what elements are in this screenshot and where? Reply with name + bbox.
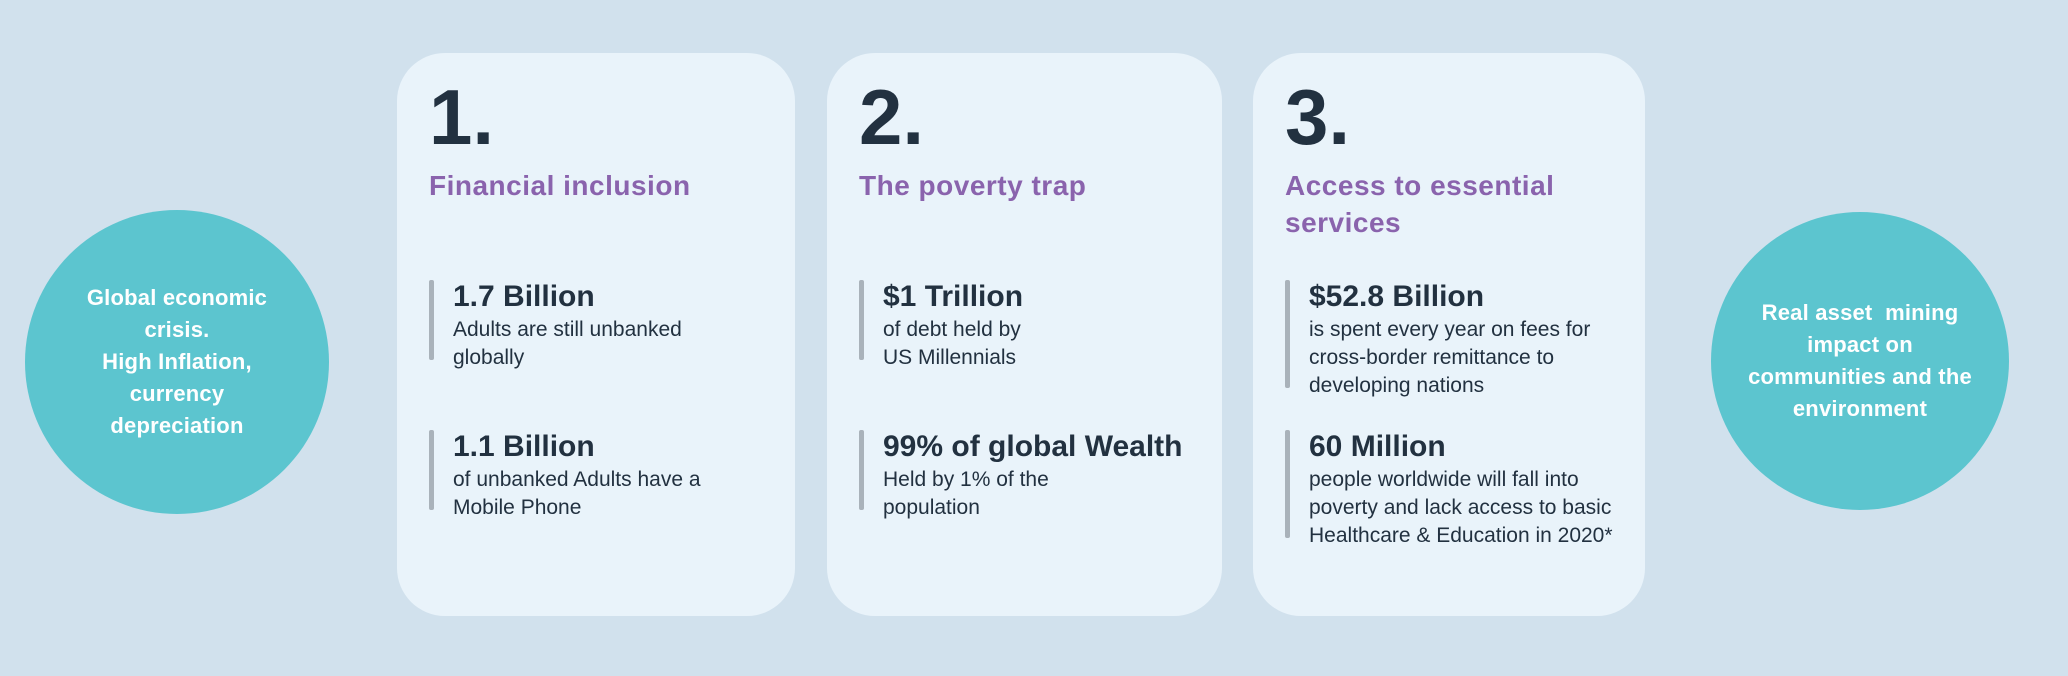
stat-description: is spent every year on fees for cross-bo… (1309, 318, 1591, 397)
stat-value: $52.8 Billion (1309, 280, 1485, 313)
stat-description: of unbanked Adults have a Mobile Phone (453, 468, 701, 519)
stat-description: people worldwide will fall into poverty … (1309, 468, 1613, 547)
stat-item: 99% of global Wealth Held by 1% of the p… (859, 428, 1218, 522)
left-context-circle: Global economic crisis. High Inflation, … (25, 210, 329, 514)
stat-value: 1.1 Billion (453, 430, 595, 463)
stat-accent-bar (859, 280, 864, 360)
card-title: Financial inclusion (429, 170, 691, 201)
left-circle-text: Global economic crisis. High Inflation, … (86, 285, 268, 438)
stat-accent-bar (1285, 430, 1290, 538)
right-circle-text: Real asset mining impact on communities … (1748, 300, 1972, 421)
card-essential-services: 3. Access to essential services $52.8 Bi… (1253, 53, 1645, 616)
card-financial-inclusion: 1. Financial inclusion 1.7 Billion Adult… (397, 53, 795, 616)
stat-value: 60 Million (1309, 430, 1446, 463)
card-title: Access to essential services (1285, 170, 1555, 238)
stat-accent-bar (429, 280, 434, 360)
stat-description: Adults are still unbanked globally (453, 318, 682, 369)
card-number: 2. (859, 73, 925, 161)
card-number: 3. (1285, 73, 1351, 161)
card-number: 1. (429, 73, 495, 161)
stat-value: 99% of global Wealth (883, 430, 1183, 463)
stat-item: 1.1 Billion of unbanked Adults have a Mo… (429, 428, 791, 522)
stat-item: 60 Million people worldwide will fall in… (1285, 428, 1641, 550)
right-context-circle: Real asset mining impact on communities … (1711, 212, 2009, 510)
stat-item: $52.8 Billion is spent every year on fee… (1285, 278, 1641, 400)
stat-accent-bar (859, 430, 864, 510)
stat-value: $1 Trillion (883, 280, 1024, 313)
card-title: The poverty trap (859, 170, 1087, 201)
stat-accent-bar (429, 430, 434, 510)
card-poverty-trap: 2. The poverty trap $1 Trillion of debt … (827, 53, 1222, 616)
stat-description: of debt held by US Millennials (883, 318, 1021, 369)
stat-accent-bar (1285, 280, 1290, 388)
stat-description: Held by 1% of the population (883, 468, 1049, 519)
stat-item: 1.7 Billion Adults are still unbanked gl… (429, 278, 791, 372)
stat-value: 1.7 Billion (453, 280, 595, 313)
stat-item: $1 Trillion of debt held by US Millennia… (859, 278, 1218, 372)
